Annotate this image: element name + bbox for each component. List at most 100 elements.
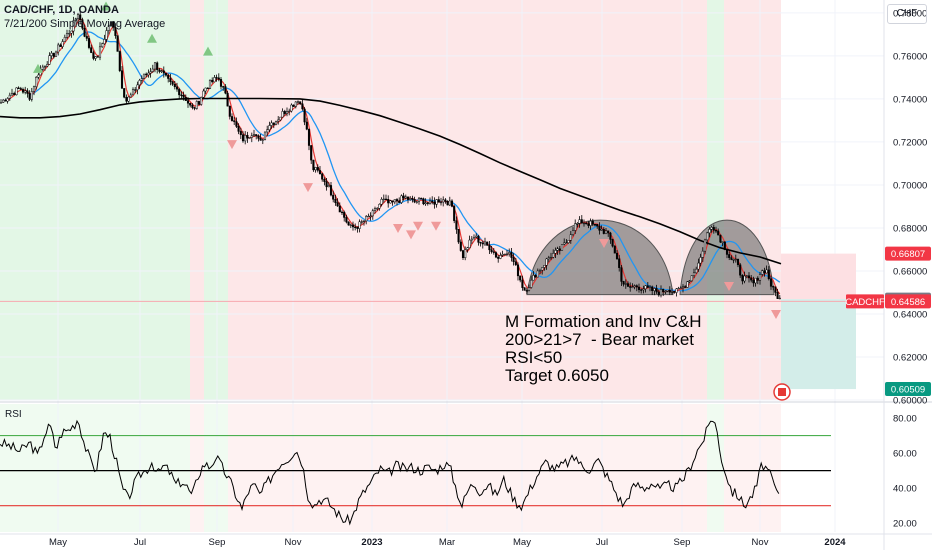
- rsi-tick-label: 20.00: [893, 519, 917, 530]
- candle-body: [545, 258, 548, 266]
- y-tick-label: 0.74000: [893, 94, 927, 105]
- candle-body: [323, 179, 326, 182]
- candle-body: [739, 264, 742, 276]
- axes: 0.78000 0.76000 0.74000 0.72000 0.70000 0.680…: [49, 0, 927, 550]
- candle-body: [279, 116, 282, 121]
- candle-body: [167, 75, 170, 79]
- candle-body: [466, 247, 469, 250]
- rsi-pane[interactable]: [0, 419, 831, 526]
- candle-body: [547, 257, 550, 260]
- candle-body: [222, 86, 225, 88]
- candle-body: [706, 232, 709, 241]
- candle-body: [149, 71, 152, 74]
- candle-body: [552, 253, 555, 258]
- candle-body: [76, 14, 80, 20]
- candle-body: [384, 198, 388, 201]
- candle-body: [620, 267, 623, 282]
- candle-body: [219, 79, 223, 87]
- candle-body: [494, 252, 498, 258]
- candle-body: [68, 32, 71, 35]
- indicator-title[interactable]: 7/21/200 Simple Moving Average: [4, 18, 166, 30]
- candle-body: [156, 62, 159, 71]
- candle-body: [373, 208, 377, 211]
- buy-signal-triangle: [33, 63, 43, 73]
- candle-body: [560, 243, 564, 251]
- candle-body: [688, 280, 691, 282]
- candle-body: [512, 257, 515, 262]
- candle-body: [338, 205, 341, 213]
- rsi-pane-title[interactable]: RSI: [5, 409, 22, 420]
- chart-symbol-title[interactable]: CAD/CHF, 1D, OANDA: [4, 4, 119, 16]
- candle-body: [81, 19, 84, 29]
- candle-body: [598, 225, 601, 231]
- candle-body: [189, 102, 192, 106]
- candle-body: [413, 199, 416, 203]
- sma-7-line: [7, 17, 781, 295]
- candle-body: [217, 77, 220, 80]
- candle-body: [191, 104, 194, 108]
- x-tick-label: Jul: [134, 537, 146, 548]
- candle-body: [684, 286, 687, 288]
- candle-body: [486, 241, 489, 246]
- candle-body: [697, 262, 700, 270]
- candle-body: [28, 93, 31, 100]
- buy-signal-triangle: [203, 46, 213, 56]
- candle-body: [664, 291, 667, 293]
- candle-body: [699, 257, 702, 264]
- candle-body: [604, 230, 608, 234]
- candle-body: [501, 254, 504, 256]
- sell-signal-triangle: [724, 282, 734, 292]
- candle-body: [769, 278, 773, 287]
- candle-body: [138, 80, 141, 86]
- candle-body: [732, 259, 735, 261]
- take-profit-zone[interactable]: [781, 299, 856, 390]
- stop-loss-zone[interactable]: [781, 253, 856, 300]
- candle-body: [202, 90, 205, 98]
- currency-button[interactable]: CHF: [887, 4, 927, 24]
- canada-flag-icon-body: [778, 388, 786, 396]
- candle-body: [70, 30, 73, 34]
- candle-body: [63, 37, 66, 42]
- candle-body: [415, 201, 418, 203]
- candle-body: [657, 291, 660, 296]
- candle-body: [565, 242, 568, 244]
- candle-body: [404, 196, 407, 199]
- candle-body: [347, 221, 350, 226]
- candle-body: [184, 97, 187, 101]
- candle-body: [327, 185, 330, 188]
- candle-body: [288, 110, 291, 113]
- candle-body: [728, 254, 731, 258]
- canada-flag-icon[interactable]: [773, 383, 791, 401]
- x-tick-label: May: [49, 537, 67, 548]
- candle-body: [767, 269, 770, 279]
- candle-body: [193, 107, 196, 109]
- trend-zone-bear: [724, 0, 781, 400]
- candle-body: [527, 287, 531, 291]
- candle-body: [611, 239, 614, 247]
- candle-body: [448, 200, 451, 206]
- candle-body: [483, 241, 487, 245]
- candle-body: [131, 89, 135, 96]
- sell-signal-triangle: [227, 140, 237, 150]
- candle-body: [591, 220, 594, 225]
- price-label-text: 0.64586: [891, 297, 925, 308]
- candle-body: [270, 122, 273, 126]
- y-tick-label: 0.68000: [893, 223, 927, 234]
- candle-body: [134, 89, 137, 91]
- candle-body: [15, 87, 18, 96]
- candle-body: [411, 198, 414, 200]
- candle-body: [690, 275, 693, 282]
- candle-body: [96, 56, 99, 58]
- candle-body: [263, 131, 267, 141]
- candle-body: [162, 70, 165, 74]
- candle-body: [490, 249, 493, 253]
- candle-body: [618, 258, 621, 268]
- annotation-line: Target 0.6050: [505, 366, 609, 385]
- candle-body: [94, 56, 97, 59]
- candle-body: [488, 245, 491, 251]
- short-position-tool[interactable]: [0, 253, 884, 390]
- annotation-line: M Formation and Inv C&H: [505, 312, 702, 331]
- y-tick-label: 0.70000: [893, 180, 927, 191]
- candle-body: [510, 252, 513, 258]
